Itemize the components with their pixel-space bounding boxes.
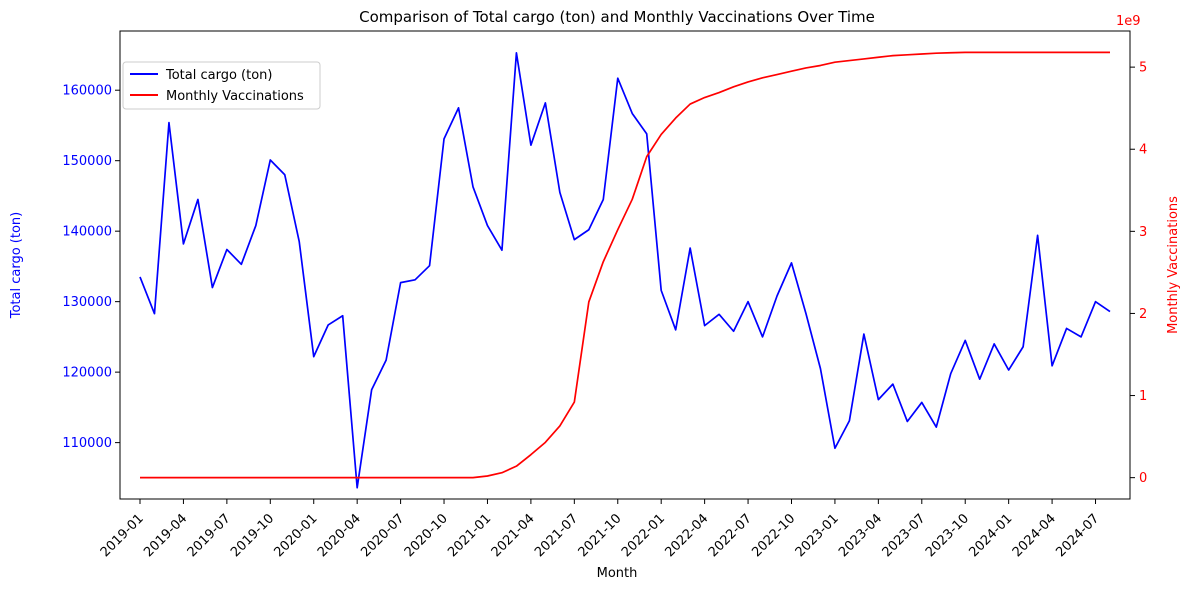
right-tick-label: 2	[1139, 307, 1147, 322]
series-lines	[139, 51, 1111, 489]
legend: Total cargo (ton) Monthly Vaccinations	[122, 61, 321, 110]
right-tick-label: 5	[1139, 61, 1147, 76]
series-line-total-cargo	[139, 51, 1111, 489]
right-tick-label: 4	[1139, 143, 1147, 158]
series-line-monthly-vaccinations	[140, 51, 1110, 479]
legend-label-monthly-vaccinations: Monthly Vaccinations	[166, 89, 304, 104]
left-tick-label: 140000	[62, 225, 112, 240]
chart-title: Comparison of Total cargo (ton) and Mont…	[359, 8, 875, 26]
legend-box	[122, 61, 321, 110]
left-tick-label: 150000	[62, 154, 112, 169]
left-y-axis-ticks: 110000 120000 130000 140000 150000 160000	[62, 84, 120, 451]
right-y-axis-title: Monthly Vaccinations	[1166, 196, 1181, 334]
left-y-axis-title: Total cargo (ton)	[9, 212, 24, 320]
right-y-axis-ticks: 0 1 2 3 4 5	[1130, 61, 1147, 486]
left-tick-label: 120000	[62, 366, 112, 381]
x-axis-title: Month	[597, 566, 638, 581]
plot-area-frame	[119, 30, 1131, 500]
legend-label-total-cargo: Total cargo (ton)	[165, 68, 273, 83]
left-tick-label: 130000	[62, 295, 112, 310]
right-tick-label: 0	[1139, 471, 1147, 486]
right-tick-label: 1	[1139, 389, 1147, 404]
right-tick-label: 3	[1139, 225, 1147, 240]
left-tick-label: 160000	[62, 84, 112, 99]
left-tick-label: 110000	[62, 436, 112, 451]
right-axis-multiplier: 1e9	[1116, 14, 1141, 29]
